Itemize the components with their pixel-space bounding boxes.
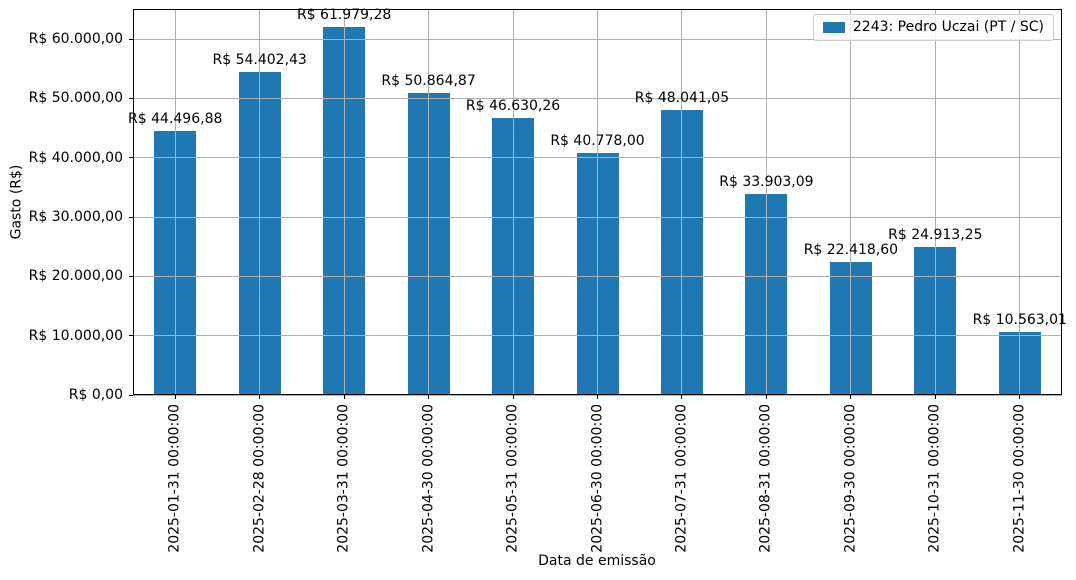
bar-value-label: R$ 33.903,09 — [719, 173, 814, 190]
x-tick — [934, 395, 936, 399]
y-tick-label: R$ 10.000,00 — [28, 327, 123, 344]
bar-value-label: R$ 10.563,01 — [972, 312, 1067, 329]
bar-value-label: R$ 22.418,60 — [803, 242, 899, 259]
x-tick — [1019, 395, 1021, 399]
x-tick-label: 2025-08-31 00:00:00 — [757, 404, 774, 553]
x-gridline — [597, 9, 598, 395]
legend-label: 2243: Pedro Uczai (PT / SC) — [852, 19, 1044, 35]
x-tick — [428, 395, 430, 399]
x-gridline — [765, 9, 767, 395]
bar-value-label: R$ 48.041,05 — [634, 90, 730, 107]
y-tick — [129, 335, 133, 337]
bar-value-label: R$ 24.913,25 — [888, 227, 983, 244]
x-tick — [681, 395, 683, 399]
x-gridline — [174, 9, 176, 395]
x-tick — [343, 395, 345, 399]
y-tick-label: R$ 30.000,00 — [28, 209, 123, 226]
x-tick — [850, 395, 852, 399]
x-tick — [765, 395, 767, 399]
y-tick — [129, 394, 133, 396]
x-tick — [597, 395, 598, 399]
x-gridline — [512, 9, 514, 395]
x-tick-label: 2025-07-31 00:00:00 — [673, 404, 690, 553]
x-tick — [174, 395, 176, 399]
y-tick — [129, 97, 133, 99]
x-tick-label: 2025-02-28 00:00:00 — [251, 404, 268, 553]
x-tick-label: 2025-01-31 00:00:00 — [166, 404, 183, 553]
bar-value-label: R$ 46.630,26 — [465, 98, 561, 115]
y-tick — [129, 38, 133, 40]
x-gridline — [850, 9, 852, 395]
x-gridline — [1019, 9, 1021, 395]
y-tick — [129, 216, 133, 218]
x-tick-label: 2025-03-31 00:00:00 — [335, 404, 352, 553]
legend-swatch-icon — [822, 22, 845, 33]
x-tick — [512, 395, 514, 399]
bar-value-label: R$ 44.496,88 — [128, 111, 223, 128]
legend: 2243: Pedro Uczai (PT / SC) — [812, 14, 1054, 41]
x-gridline — [681, 9, 683, 395]
bar-value-label: R$ 54.402,43 — [212, 52, 307, 69]
x-tick-label: 2025-09-30 00:00:00 — [842, 404, 859, 553]
x-gridline — [428, 9, 430, 395]
y-tick-label: R$ 0,00 — [68, 387, 123, 403]
x-tick-label: 2025-04-30 00:00:00 — [420, 404, 437, 553]
x-gridline — [343, 9, 345, 395]
y-tick — [129, 275, 133, 277]
bar-value-label: R$ 40.778,00 — [550, 133, 645, 150]
y-axis-title: Gasto (R$) — [8, 164, 25, 240]
x-axis-title: Data de emissão — [538, 553, 656, 569]
y-tick — [129, 157, 133, 159]
x-tick-label: 2025-05-31 00:00:00 — [504, 404, 521, 553]
x-gridline — [259, 9, 261, 395]
y-tick-label: R$ 60.000,00 — [28, 31, 123, 48]
x-tick — [259, 395, 261, 399]
x-tick-label: 2025-10-31 00:00:00 — [926, 404, 943, 553]
y-tick-label: R$ 20.000,00 — [28, 268, 123, 285]
x-tick-label: 2025-06-30 00:00:00 — [589, 404, 605, 553]
x-tick-label: 2025-11-30 00:00:00 — [1011, 404, 1028, 553]
y-tick-label: R$ 40.000,00 — [28, 149, 123, 166]
bar-value-label: R$ 50.864,87 — [381, 73, 476, 90]
y-tick-label: R$ 50.000,00 — [28, 90, 123, 107]
x-gridline — [934, 9, 936, 395]
bar-value-label: R$ 61.979,28 — [296, 7, 392, 24]
